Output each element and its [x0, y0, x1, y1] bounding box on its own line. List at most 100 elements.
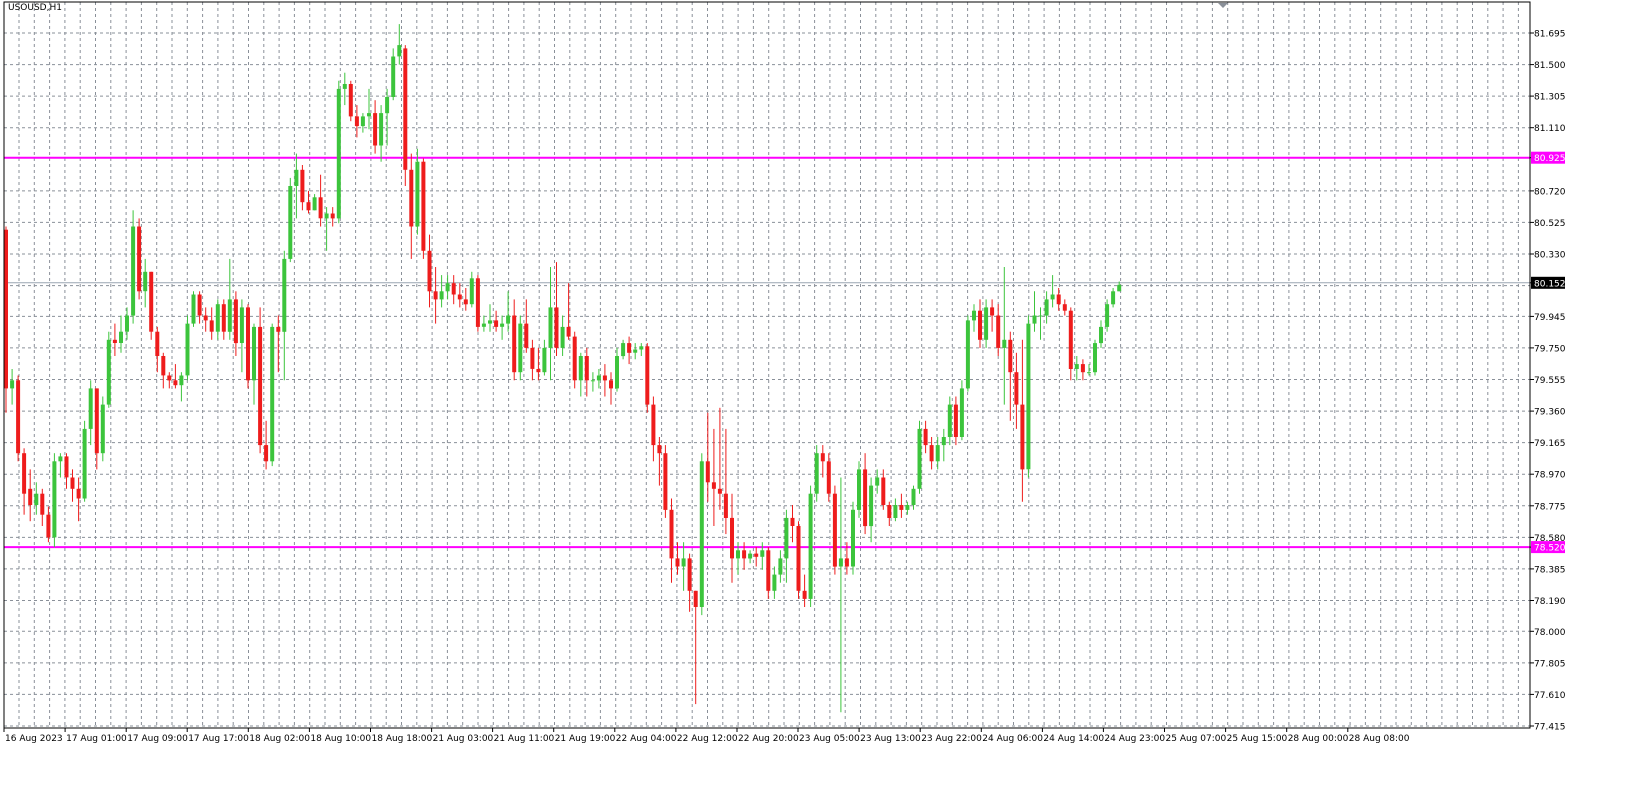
candle-body	[343, 84, 347, 89]
candle-body	[1026, 324, 1030, 470]
candle-body	[718, 489, 722, 494]
x-tick-label: 18 Aug 10:00	[310, 734, 371, 744]
candle-body	[319, 197, 323, 218]
candle-body	[409, 170, 413, 227]
candle	[833, 486, 837, 575]
candle	[573, 332, 577, 389]
candle-body	[815, 453, 819, 494]
candle-body	[446, 283, 450, 291]
y-tick-label: 78.385	[1534, 565, 1566, 575]
candle-body	[936, 445, 940, 461]
candle-body	[1008, 340, 1012, 372]
candle-body	[307, 202, 311, 210]
candle-body	[700, 461, 704, 607]
y-tick-label: 78.000	[1534, 628, 1566, 638]
candle-body	[240, 307, 244, 343]
x-tick-label: 22 Aug 04:00	[616, 734, 677, 744]
candle-body	[52, 461, 56, 537]
candle	[83, 421, 87, 502]
candle-body	[821, 453, 825, 461]
candle-body	[966, 320, 970, 388]
candle-body	[809, 494, 813, 599]
candle-body	[149, 272, 153, 332]
candle-body	[482, 324, 486, 327]
candle-body	[645, 346, 649, 404]
candle	[966, 316, 970, 392]
x-tick-label: 23 Aug 05:00	[799, 734, 860, 744]
candle-body	[942, 437, 946, 445]
candle-body	[119, 332, 123, 343]
candle-body	[125, 316, 129, 332]
candle-body	[1081, 364, 1085, 372]
candle-body	[167, 376, 171, 381]
x-tick-label: 24 Aug 14:00	[1043, 734, 1104, 744]
candle-body	[179, 376, 183, 386]
candle	[1026, 316, 1030, 478]
x-tick-label: 25 Aug 07:00	[1166, 734, 1227, 744]
y-tick-label: 77.805	[1534, 659, 1566, 669]
candle-body	[688, 558, 692, 590]
candle-body	[573, 337, 577, 381]
candle-body	[421, 162, 425, 251]
candle	[4, 227, 8, 413]
candle-body	[155, 332, 159, 356]
y-tick-label: 79.750	[1534, 344, 1566, 354]
candle-body	[990, 307, 994, 315]
candle-body	[597, 376, 601, 381]
candle-body	[131, 227, 135, 316]
candle-body	[113, 340, 117, 343]
candle	[857, 461, 861, 518]
candle-body	[518, 324, 522, 373]
y-tick-label: 77.415	[1534, 723, 1566, 733]
candle-body	[89, 388, 93, 429]
x-tick-label: 21 Aug 03:00	[433, 734, 494, 744]
candle-body	[434, 291, 438, 299]
candle-body	[797, 526, 801, 591]
candle-body	[1111, 291, 1115, 304]
candle	[349, 81, 353, 121]
candle-body	[1045, 299, 1049, 315]
candle-body	[839, 558, 843, 566]
candle-body	[772, 575, 776, 591]
candle-body	[663, 453, 667, 510]
candle-body	[651, 405, 655, 446]
candle	[258, 307, 262, 453]
candle-body	[216, 304, 220, 332]
x-tick-label: 23 Aug 13:00	[860, 734, 921, 744]
candle-body	[893, 505, 897, 518]
candle-body	[912, 489, 916, 505]
candle	[960, 380, 964, 440]
candle-body	[1014, 372, 1018, 404]
x-tick-label: 17 Aug 09:00	[127, 734, 188, 744]
candle-body	[1063, 304, 1067, 311]
candle	[645, 343, 649, 413]
candle-body	[379, 113, 383, 145]
candle-body	[204, 316, 208, 321]
candle	[1093, 340, 1097, 376]
candle-body	[778, 558, 782, 574]
y-tick-label: 78.970	[1534, 471, 1566, 481]
candle	[476, 275, 480, 332]
candle-body	[555, 307, 559, 348]
x-tick-label: 18 Aug 18:00	[372, 734, 433, 744]
x-tick-label: 24 Aug 23:00	[1104, 734, 1165, 744]
candle-body	[288, 186, 292, 259]
candle-body	[10, 380, 14, 388]
candle-body	[1057, 295, 1061, 305]
candle-body	[530, 348, 534, 369]
candle-body	[833, 494, 837, 567]
candle-body	[881, 478, 885, 506]
candle-body	[367, 113, 371, 116]
candle-body	[905, 505, 909, 510]
candle-body	[476, 278, 480, 327]
candle-body	[464, 299, 468, 304]
y-tick-label: 79.165	[1534, 439, 1566, 449]
candle-body	[869, 486, 873, 526]
candle-body	[228, 299, 232, 331]
candle-body	[16, 380, 20, 453]
candle-body	[1039, 316, 1043, 317]
candle-body	[143, 272, 147, 291]
